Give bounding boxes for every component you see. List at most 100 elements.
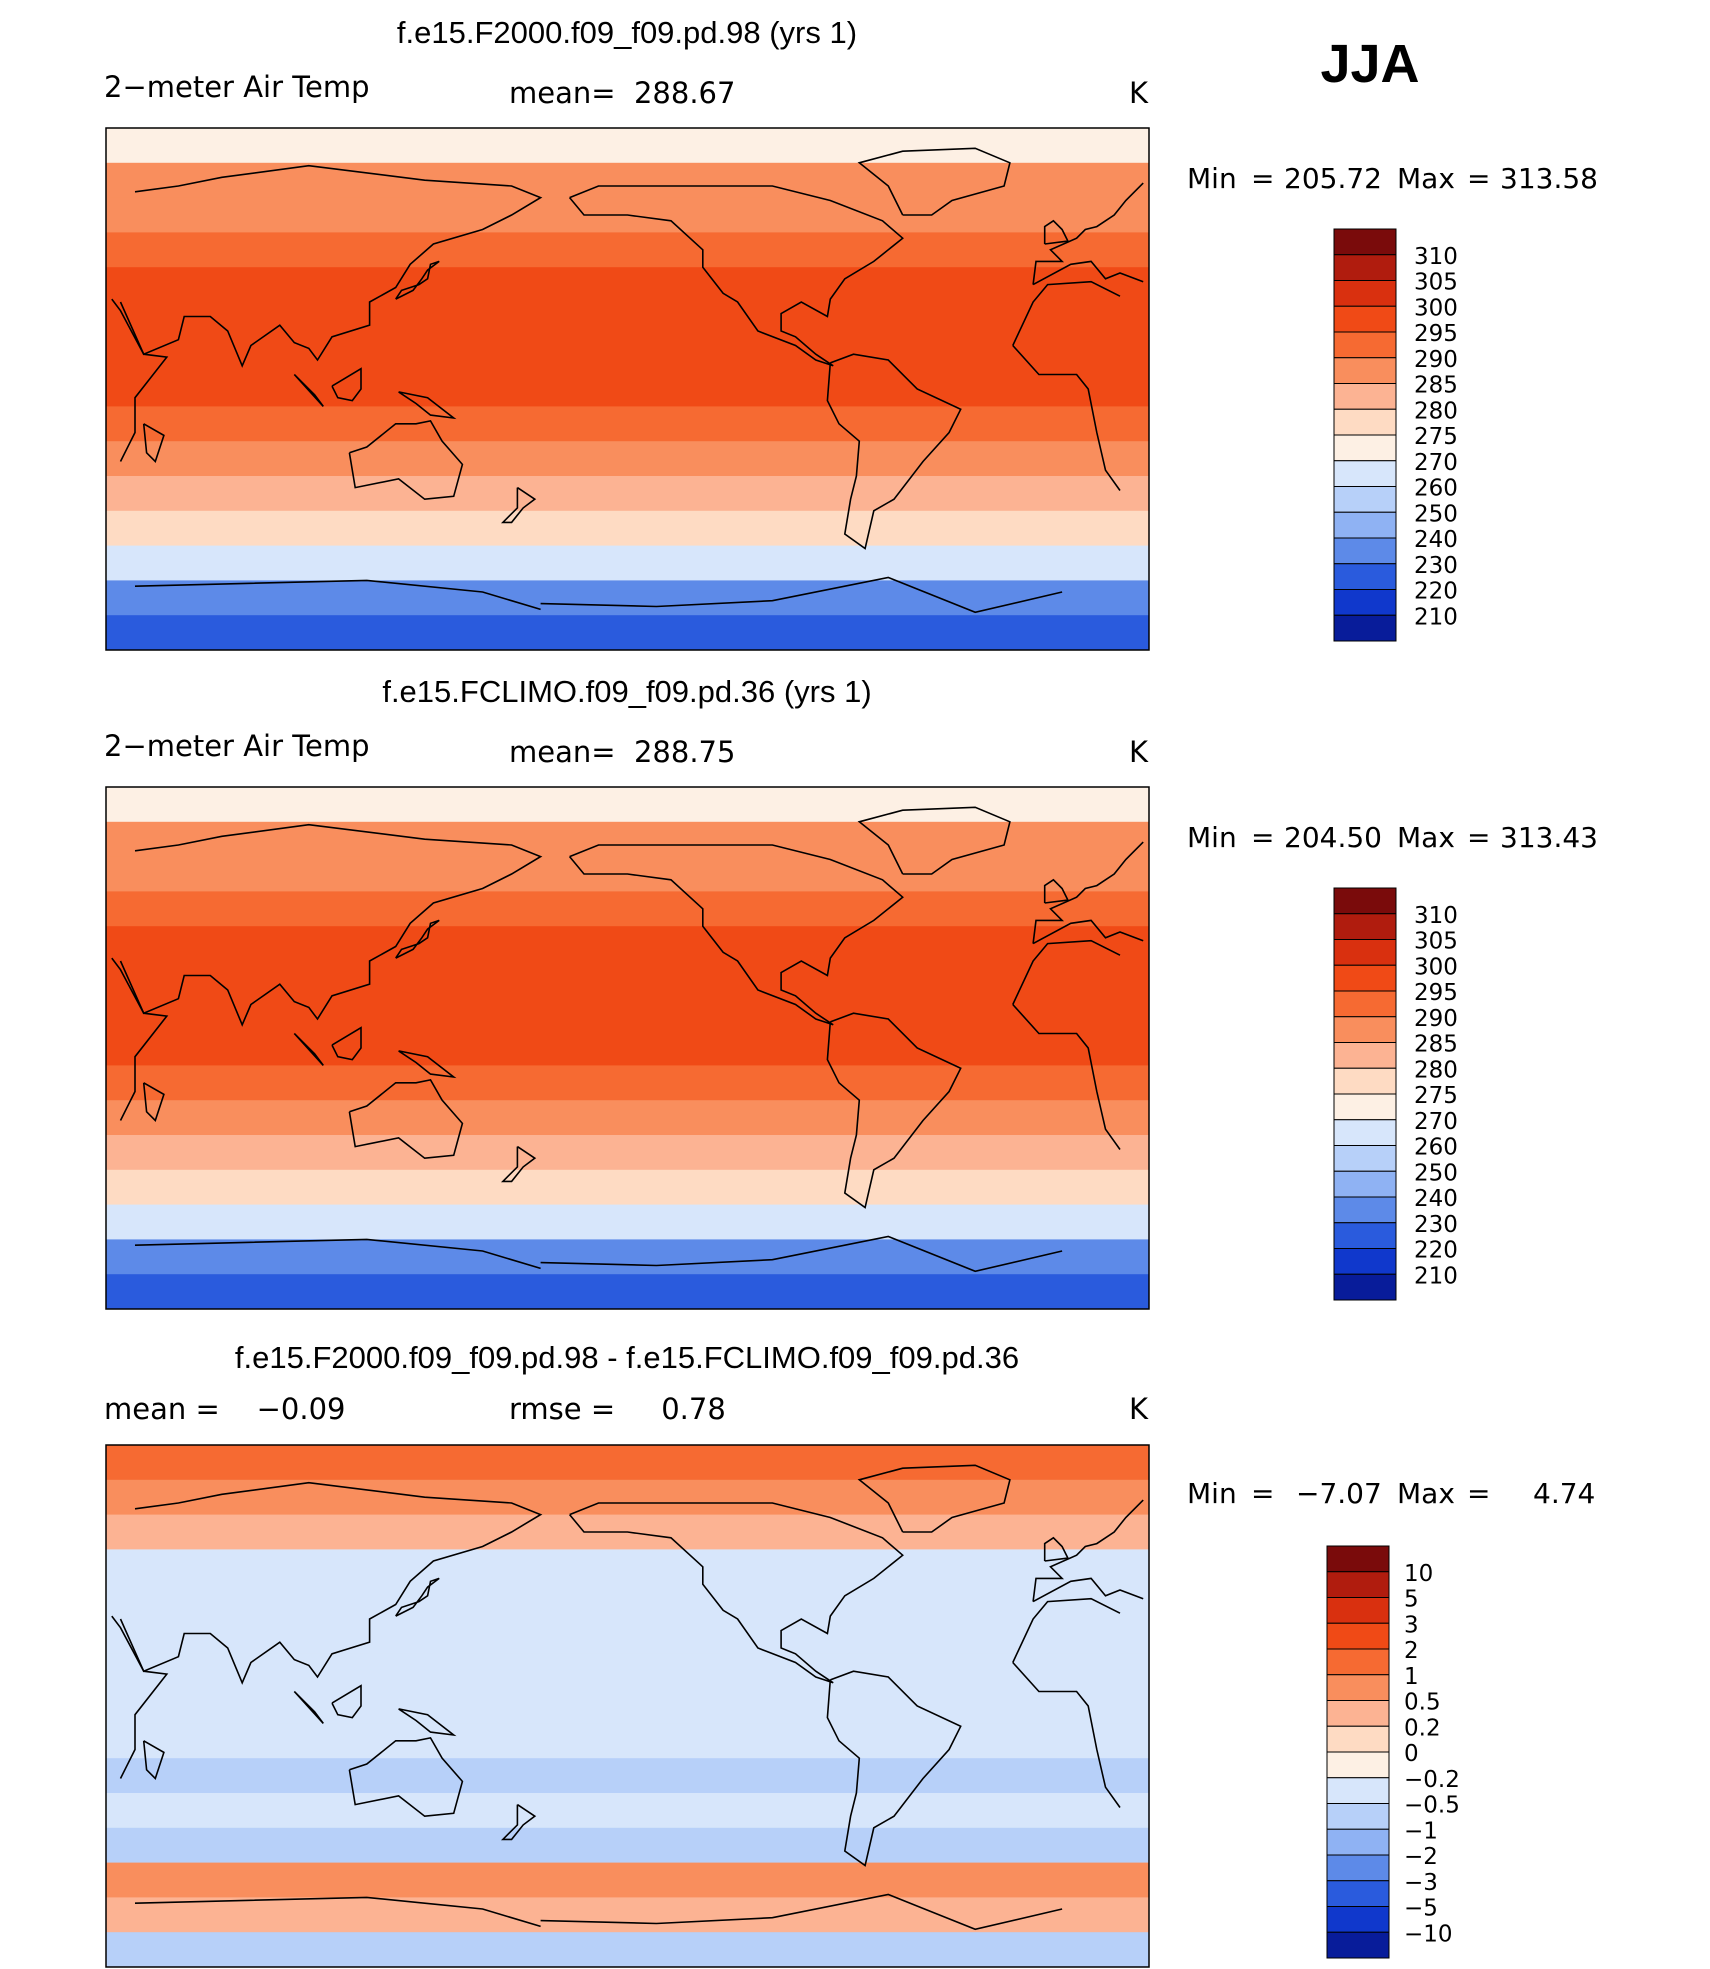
coastline [134,1238,541,1270]
colorbar-swatch [1333,1042,1397,1069]
colorbar-swatch [1326,1725,1390,1753]
coastline [1012,1597,1121,1663]
zonal-band [106,961,1149,997]
coastline [331,1684,362,1719]
colorbar-swatch [1326,1777,1390,1804]
colorbar-swatch [1326,1648,1390,1676]
colorbar-tick-label: 240 [1414,1186,1458,1212]
variable-label: 2−meter Air Temp [104,729,370,763]
map-frame [105,127,1150,651]
coastline [395,919,440,959]
equals-sign: = [1467,162,1490,195]
zonal-band [106,441,1149,477]
land-outlines [111,1464,1144,1931]
min-label: Min [1187,162,1237,195]
colorbar-tick-label: 3 [1404,1612,1419,1638]
colorbar-swatch [1333,887,1397,915]
zonal-band [106,510,1149,547]
colorbar-swatch [1333,964,1397,992]
coastline [1032,1577,1144,1603]
colorbar-tick-label: 230 [1414,553,1458,579]
colorbar-swatch [1333,537,1397,565]
colorbar-swatch [1333,254,1397,281]
max-value: 4.74 [1533,1477,1595,1510]
zonal-band [106,267,1149,303]
zonal-band [106,128,1149,164]
zonal-band [106,1239,1149,1275]
coastline [568,844,904,1026]
colorbar-swatch [1333,460,1397,487]
coastline [395,1577,440,1617]
map-field [106,128,1149,650]
panel-model-a: f.e15.F2000.f09_f09.pd.98 (yrs 1) 2−mete… [104,15,1598,651]
colorbar-swatch [1333,1067,1397,1095]
coastline [857,806,1011,875]
coastline [826,353,962,550]
coastline [857,147,1011,216]
colorbar-tick-label: 300 [1414,295,1458,321]
zonal-band [106,995,1149,1032]
zonal-band [106,545,1149,581]
colorbar-tick-label: 220 [1414,579,1458,605]
colorbar: 3103053002952902852802752702602502402302… [1333,887,1458,1301]
coastline [1012,280,1121,346]
colorbar-swatch [1333,1119,1397,1146]
coastline [1012,939,1121,1005]
zonal-band [106,406,1149,442]
colorbar-swatch [1333,563,1397,590]
colorbar-tick-label: 305 [1414,929,1458,955]
colorbar-swatch [1333,486,1397,513]
zonal-band [106,232,1149,268]
colorbar-tick-label: 0 [1404,1741,1419,1767]
map-frame [105,1444,1150,1968]
coastline [348,1737,464,1818]
zonal-band [106,1653,1149,1690]
equals-sign: = [1251,821,1274,854]
min-value: −7.07 [1296,1477,1382,1510]
coastline [857,1464,1011,1533]
coastline [142,1740,165,1780]
max-label: Max [1397,821,1455,854]
min-label: Min [1187,1477,1237,1510]
coastline [348,420,464,501]
zonal-band [106,1723,1149,1759]
colorbar-swatch [1326,1803,1390,1830]
coastline [540,1893,1063,1931]
colorbar-swatch [1333,408,1397,436]
max-value: 313.43 [1500,821,1598,854]
coastline [568,1502,904,1684]
coastline [1032,182,1144,285]
colorbar-tick-label: 305 [1414,270,1458,296]
colorbar-swatch [1333,280,1397,307]
colorbar-tick-label: 310 [1414,244,1458,270]
coastline [500,486,537,524]
zonal-band [106,1169,1149,1206]
colorbar-tick-label: 220 [1414,1238,1458,1264]
zonal-band [106,162,1149,199]
colorbar-tick-label: 300 [1414,954,1458,980]
zonal-band [106,580,1149,616]
colorbar-swatch [1326,1751,1390,1779]
colorbar-tick-label: 210 [1414,1263,1458,1289]
panel-title: f.e15.F2000.f09_f09.pd.98 (yrs 1) [397,15,857,50]
colorbar-swatch [1326,1906,1390,1933]
equals-sign: = [1467,1477,1490,1510]
colorbar-swatch [1333,331,1397,359]
colorbar-swatch [1326,1674,1390,1701]
coastline [331,367,362,402]
zonal-band [106,1065,1149,1101]
colorbar-tick-label: −0.2 [1404,1767,1460,1793]
units-label: K [1129,735,1149,769]
colorbar-tick-label: 290 [1414,347,1458,373]
units-label: K [1129,76,1149,110]
zonal-band [106,1100,1149,1136]
coastline [134,579,541,611]
coastline [1012,1003,1121,1150]
zonal-band [106,1445,1149,1481]
units-label: K [1129,1392,1149,1426]
coastline [293,373,324,407]
zonal-band [106,476,1149,512]
zonal-band [106,1793,1149,1829]
